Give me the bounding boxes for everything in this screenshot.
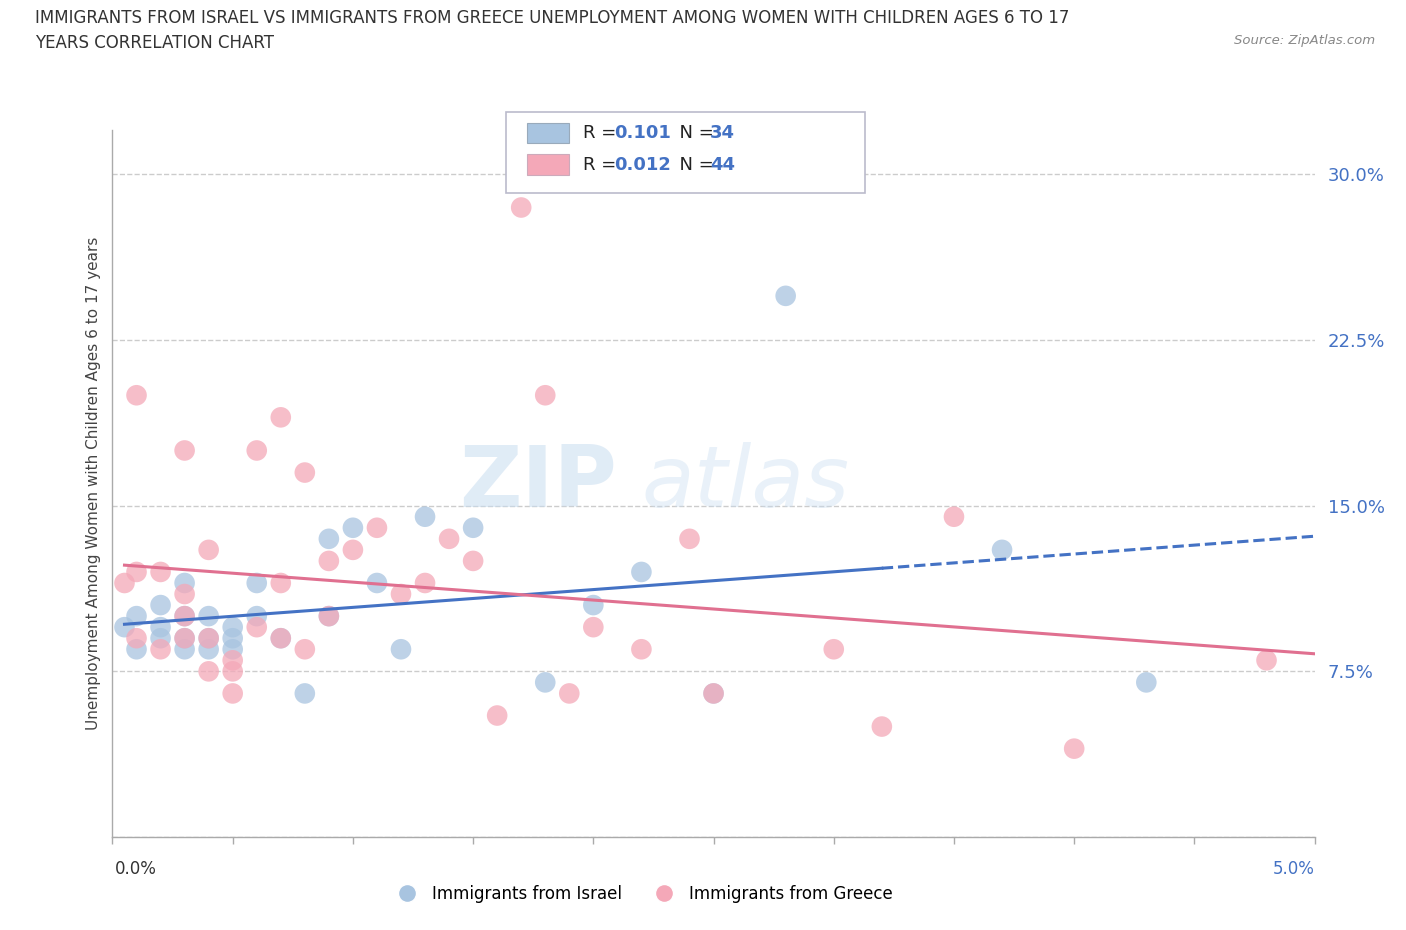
- Y-axis label: Unemployment Among Women with Children Ages 6 to 17 years: Unemployment Among Women with Children A…: [86, 237, 101, 730]
- Point: [823, 642, 845, 657]
- Point: [149, 598, 172, 613]
- Text: Source: ZipAtlas.com: Source: ZipAtlas.com: [1234, 34, 1375, 47]
- Point: [366, 521, 388, 536]
- Point: [246, 443, 269, 458]
- Text: R =: R =: [583, 155, 623, 174]
- Point: [437, 531, 460, 546]
- Point: [222, 653, 245, 668]
- Point: [246, 609, 269, 624]
- Point: [149, 565, 172, 579]
- Point: [173, 587, 195, 602]
- Text: 0.101: 0.101: [614, 124, 671, 142]
- Point: [318, 609, 340, 624]
- Point: [1063, 741, 1085, 756]
- Point: [342, 521, 364, 536]
- Text: YEARS CORRELATION CHART: YEARS CORRELATION CHART: [35, 34, 274, 52]
- Text: 0.012: 0.012: [614, 155, 671, 174]
- Point: [173, 631, 195, 645]
- Point: [197, 642, 219, 657]
- Point: [125, 565, 148, 579]
- Point: [678, 531, 700, 546]
- Point: [389, 642, 412, 657]
- Point: [222, 642, 245, 657]
- Text: ZIP: ZIP: [460, 442, 617, 525]
- Text: 34: 34: [710, 124, 735, 142]
- Point: [246, 576, 269, 591]
- Point: [125, 388, 148, 403]
- Point: [702, 686, 725, 701]
- Text: atlas: atlas: [641, 442, 849, 525]
- Point: [318, 609, 340, 624]
- Point: [775, 288, 797, 303]
- Legend: Immigrants from Israel, Immigrants from Greece: Immigrants from Israel, Immigrants from …: [384, 879, 898, 910]
- Point: [413, 510, 436, 525]
- Point: [630, 565, 652, 579]
- Point: [114, 619, 136, 634]
- Point: [366, 576, 388, 591]
- Point: [222, 664, 245, 679]
- Text: IMMIGRANTS FROM ISRAEL VS IMMIGRANTS FROM GREECE UNEMPLOYMENT AMONG WOMEN WITH C: IMMIGRANTS FROM ISRAEL VS IMMIGRANTS FRO…: [35, 9, 1070, 27]
- Point: [534, 388, 557, 403]
- Point: [125, 609, 148, 624]
- Point: [222, 631, 245, 645]
- Point: [534, 675, 557, 690]
- Point: [389, 587, 412, 602]
- Text: 5.0%: 5.0%: [1272, 860, 1315, 878]
- Point: [461, 553, 484, 568]
- Point: [270, 410, 292, 425]
- Point: [342, 542, 364, 557]
- Point: [294, 686, 316, 701]
- Point: [294, 642, 316, 657]
- Point: [486, 708, 509, 723]
- Point: [197, 631, 219, 645]
- Point: [197, 542, 219, 557]
- Text: N =: N =: [668, 155, 720, 174]
- Point: [510, 200, 533, 215]
- Point: [125, 631, 148, 645]
- Point: [222, 686, 245, 701]
- Point: [173, 609, 195, 624]
- Point: [270, 631, 292, 645]
- Point: [413, 576, 436, 591]
- Point: [114, 576, 136, 591]
- Point: [318, 553, 340, 568]
- Text: R =: R =: [583, 124, 623, 142]
- Point: [942, 510, 965, 525]
- Point: [630, 642, 652, 657]
- Point: [197, 609, 219, 624]
- Point: [558, 686, 581, 701]
- Point: [294, 465, 316, 480]
- Point: [582, 619, 605, 634]
- Point: [270, 576, 292, 591]
- Point: [582, 598, 605, 613]
- Point: [173, 642, 195, 657]
- Point: [149, 631, 172, 645]
- Point: [173, 631, 195, 645]
- Point: [870, 719, 893, 734]
- Point: [702, 686, 725, 701]
- Point: [197, 631, 219, 645]
- Point: [246, 619, 269, 634]
- Point: [149, 619, 172, 634]
- Point: [197, 664, 219, 679]
- Point: [173, 576, 195, 591]
- Point: [222, 619, 245, 634]
- Point: [991, 542, 1014, 557]
- Point: [461, 521, 484, 536]
- Point: [1135, 675, 1157, 690]
- Point: [149, 642, 172, 657]
- Point: [173, 609, 195, 624]
- Point: [173, 443, 195, 458]
- Text: 0.0%: 0.0%: [115, 860, 157, 878]
- Text: 44: 44: [710, 155, 735, 174]
- Point: [125, 642, 148, 657]
- Point: [318, 531, 340, 546]
- Point: [1256, 653, 1278, 668]
- Text: N =: N =: [668, 124, 720, 142]
- Point: [270, 631, 292, 645]
